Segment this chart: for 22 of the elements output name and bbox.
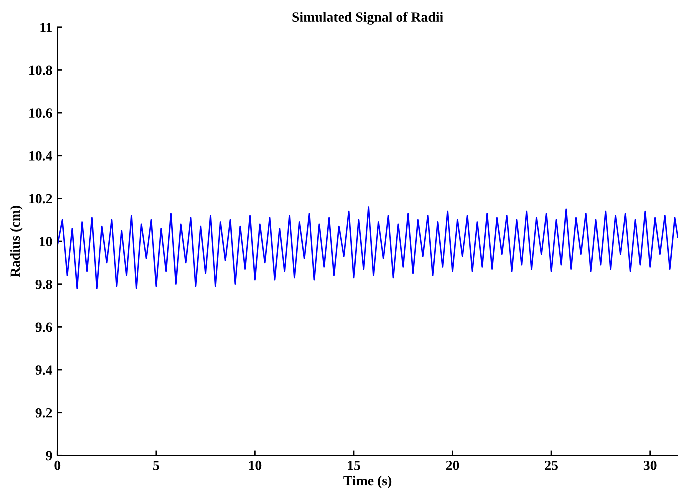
- y-tick-label: 9.2: [36, 408, 52, 418]
- y-tick-label: 10: [40, 237, 52, 246]
- x-tick-label: 25: [545, 460, 558, 470]
- line-series: [58, 206, 678, 290]
- y-tick-label: 9.4: [36, 366, 53, 376]
- y-tick-label: 10.8: [30, 66, 52, 76]
- chart-title: Simulated Signal of Radii: [292, 12, 444, 25]
- x-tick-label: 15: [348, 461, 360, 470]
- y-axis-title: Radius (cm): [10, 206, 23, 278]
- y-tick-label: 9.8: [36, 280, 52, 290]
- y-tick-label: 10.6: [30, 108, 52, 118]
- x-tick-label: 0: [54, 460, 61, 470]
- x-tick-label: 5: [154, 461, 160, 470]
- y-tick-label: 10.4: [30, 151, 53, 161]
- y-tick-label: 11: [40, 23, 52, 32]
- x-tick-label: 30: [644, 460, 657, 470]
- y-tick-label: 9: [46, 451, 52, 461]
- x-tick-label: 10: [249, 460, 262, 470]
- y-tick-label: 9.6: [36, 322, 52, 332]
- y-tick-label: 10.2: [30, 194, 52, 204]
- x-axis-title: Time (s): [344, 476, 392, 488]
- x-tick-label: 20: [446, 460, 460, 470]
